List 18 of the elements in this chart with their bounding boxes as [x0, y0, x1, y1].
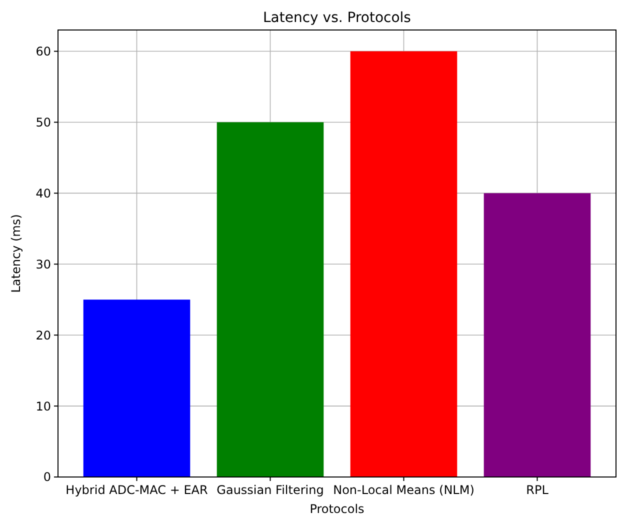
y-tick-label: 40 — [36, 186, 51, 200]
x-tick-label: Non-Local Means (NLM) — [333, 483, 474, 497]
y-tick-label: 0 — [43, 470, 51, 484]
bar — [484, 193, 591, 477]
x-axis-title: Protocols — [310, 502, 364, 516]
x-tick-label: RPL — [526, 483, 549, 497]
bar — [350, 51, 458, 477]
chart-title: Latency vs. Protocols — [263, 10, 411, 26]
y-axis-title: Latency (ms) — [9, 214, 23, 293]
y-tick-label: 50 — [36, 115, 51, 130]
x-tick-label: Hybrid ADC-MAC + EAR — [66, 483, 208, 497]
bar — [83, 300, 190, 477]
y-tick-label: 60 — [36, 44, 51, 58]
bar — [216, 122, 324, 477]
y-tick-label: 10 — [36, 399, 51, 414]
y-tick-label: 30 — [36, 257, 51, 272]
y-tick-label: 20 — [36, 328, 51, 342]
x-tick-label: Gaussian Filtering — [216, 483, 324, 497]
